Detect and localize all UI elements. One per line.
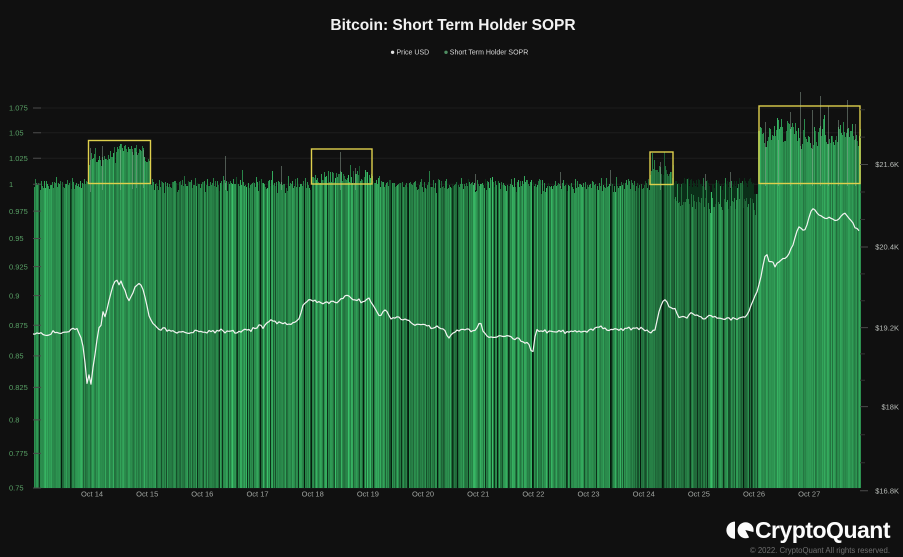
svg-text:Oct 14: Oct 14 — [81, 490, 103, 499]
svg-text:Oct 25: Oct 25 — [688, 490, 710, 499]
svg-text:Oct 19: Oct 19 — [357, 490, 379, 499]
svg-text:Bitcoin: Short Term Holder SOP: Bitcoin: Short Term Holder SOPR — [330, 17, 575, 34]
svg-text:$16.8K: $16.8K — [875, 487, 899, 496]
svg-text:1.075: 1.075 — [9, 104, 28, 113]
svg-text:Oct 21: Oct 21 — [467, 490, 489, 499]
svg-text:1.025: 1.025 — [9, 154, 28, 163]
svg-text:Oct 20: Oct 20 — [412, 490, 434, 499]
svg-text:0.775: 0.775 — [9, 449, 28, 458]
svg-text:0.875: 0.875 — [9, 321, 28, 330]
svg-text:Oct 27: Oct 27 — [798, 490, 820, 499]
svg-text:0.975: 0.975 — [9, 207, 28, 216]
svg-text:$18K: $18K — [881, 402, 899, 411]
svg-text:0.95: 0.95 — [9, 234, 24, 243]
svg-text:Oct 15: Oct 15 — [136, 490, 158, 499]
svg-text:1.05: 1.05 — [9, 129, 24, 138]
svg-text:Oct 18: Oct 18 — [302, 490, 324, 499]
svg-text:© 2022. CryptoQuant All rights: © 2022. CryptoQuant All rights reserved. — [750, 546, 890, 555]
svg-text:Oct 16: Oct 16 — [191, 490, 213, 499]
svg-text:0.9: 0.9 — [9, 291, 19, 300]
svg-text:0.925: 0.925 — [9, 262, 28, 271]
svg-text:Oct 26: Oct 26 — [743, 490, 765, 499]
svg-text:0.75: 0.75 — [9, 484, 24, 493]
svg-text:Price USD: Price USD — [397, 49, 430, 56]
svg-text:CryptoQuant: CryptoQuant — [755, 517, 891, 543]
svg-text:$20.4K: $20.4K — [875, 243, 899, 252]
svg-text:$19.2K: $19.2K — [875, 323, 899, 332]
svg-text:Oct 17: Oct 17 — [246, 490, 268, 499]
svg-text:Oct 22: Oct 22 — [522, 490, 544, 499]
svg-text:0.825: 0.825 — [9, 383, 28, 392]
svg-text:0.8: 0.8 — [9, 416, 19, 425]
svg-text:Short Term Holder SOPR: Short Term Holder SOPR — [450, 49, 528, 56]
svg-text:0.85: 0.85 — [9, 352, 24, 361]
svg-text:1: 1 — [9, 180, 13, 189]
svg-text:Oct 24: Oct 24 — [633, 490, 655, 499]
svg-text:$21.6K: $21.6K — [875, 160, 899, 169]
svg-text:Oct 23: Oct 23 — [577, 490, 599, 499]
